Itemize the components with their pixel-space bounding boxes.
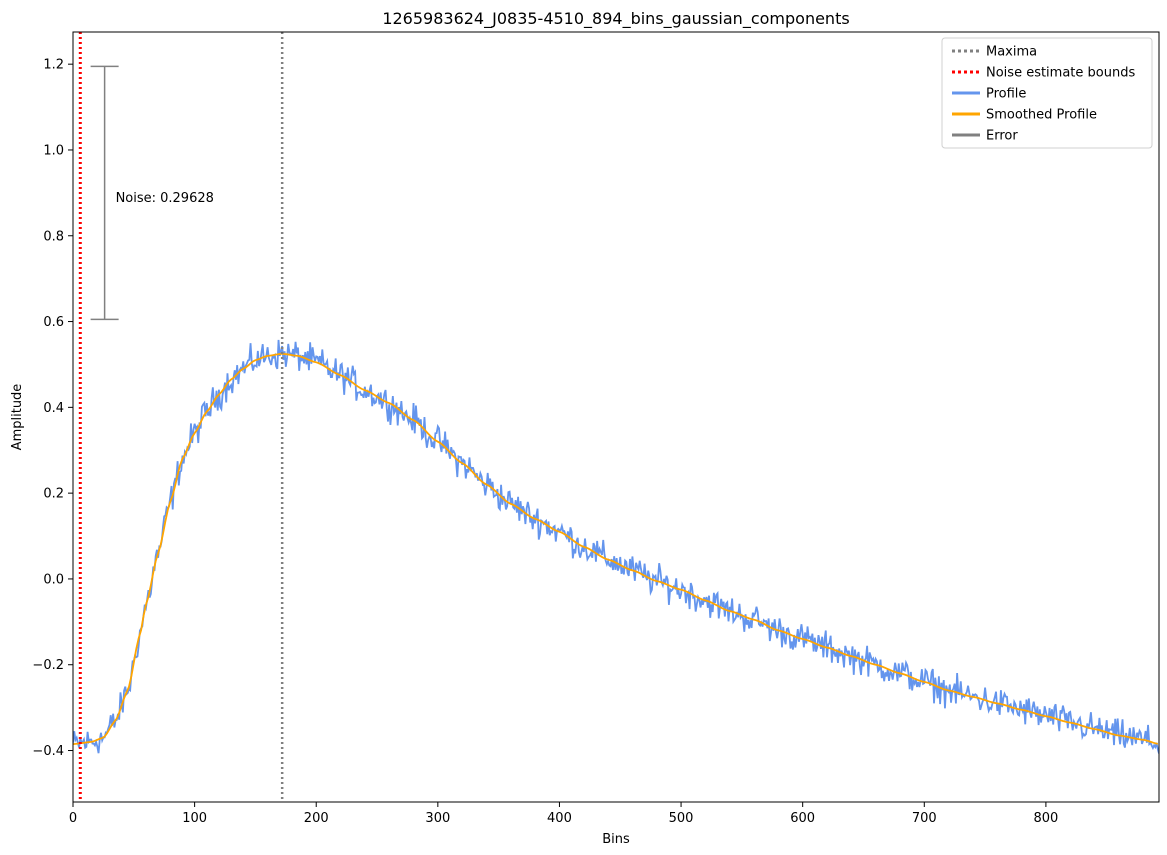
legend-label: Profile xyxy=(986,87,1026,102)
legend-label: Maxima xyxy=(986,45,1037,60)
y-axis-label: Amplitude xyxy=(10,384,25,451)
x-axis-label: Bins xyxy=(602,832,630,847)
legend-label: Error xyxy=(986,129,1018,144)
profile-line xyxy=(73,339,1159,754)
x-tick-label: 300 xyxy=(425,811,450,826)
legend-label: Noise estimate bounds xyxy=(986,66,1135,81)
y-tick-label: 0.0 xyxy=(43,572,64,587)
x-tick-label: 800 xyxy=(1033,811,1058,826)
y-tick-label: 0.2 xyxy=(43,487,64,502)
y-tick-label: 1.2 xyxy=(43,58,64,73)
chart-title: 1265983624_J0835-4510_894_bins_gaussian_… xyxy=(382,9,849,29)
y-tick-label: 0.8 xyxy=(43,229,64,244)
x-tick-label: 700 xyxy=(912,811,937,826)
noise-annotation: Noise: 0.29628 xyxy=(116,191,214,206)
x-tick-label: 0 xyxy=(69,811,77,826)
y-tick-label: −0.2 xyxy=(32,658,64,673)
x-tick-label: 400 xyxy=(547,811,572,826)
legend-label: Smoothed Profile xyxy=(986,108,1097,123)
y-axis: −0.4 −0.2 0.0 0.2 0.4 0.6 0.8 1.0 1.2 xyxy=(32,58,73,759)
smoothed-profile-line xyxy=(73,352,1158,745)
legend: Maxima Noise estimate bounds Profile Smooth… xyxy=(941,37,1153,149)
plot-frame xyxy=(72,31,1160,803)
x-tick-label: 500 xyxy=(669,811,694,826)
y-tick-label: 0.4 xyxy=(43,401,64,416)
y-tick-label: 1.0 xyxy=(43,143,64,158)
y-tick-label: 0.6 xyxy=(43,315,64,330)
y-tick-label: −0.4 xyxy=(32,744,64,759)
x-tick-label: 600 xyxy=(790,811,815,826)
x-tick-label: 100 xyxy=(182,811,207,826)
legend-box xyxy=(941,37,1153,149)
x-tick-label: 200 xyxy=(304,811,329,826)
x-axis: 0 100 200 300 400 500 600 700 800 xyxy=(69,802,1058,826)
